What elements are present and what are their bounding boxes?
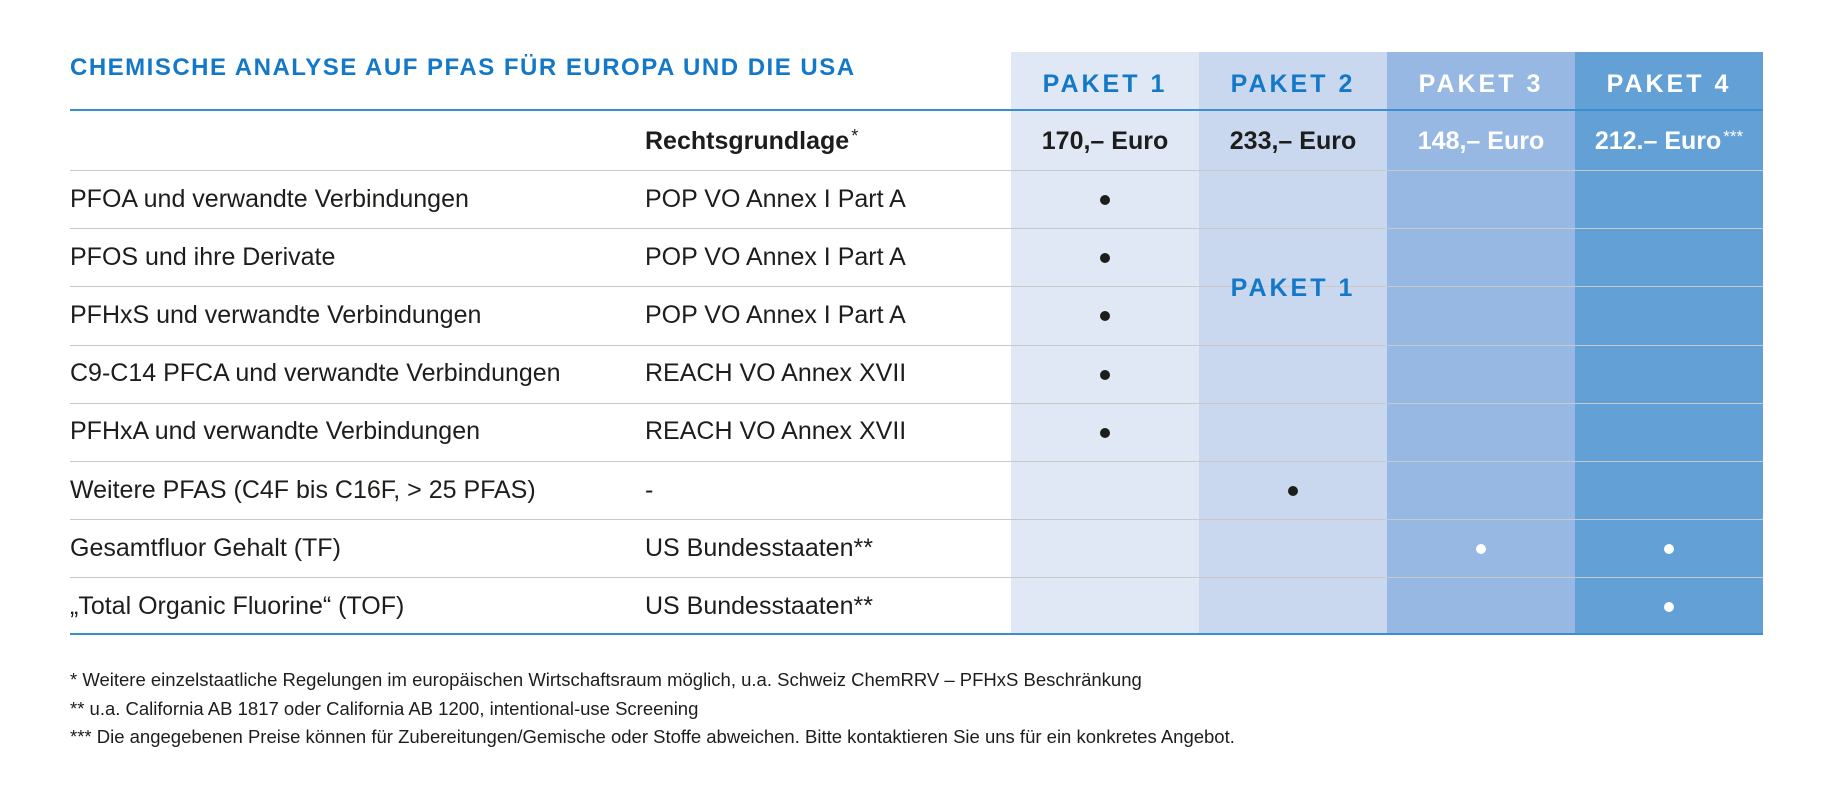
paket2-merged-cell-label: PAKET 1	[1230, 273, 1356, 302]
paket2-included-dot	[1288, 486, 1298, 496]
row-legal-basis: REACH VO Annex XVII	[645, 359, 907, 388]
row-separator	[70, 461, 1763, 462]
paket4-included-dot	[1664, 602, 1674, 613]
table-row: PFHxA und verwandte Verbindungen REACH VO…	[0, 403, 1826, 461]
row-legal-basis: -	[645, 475, 654, 504]
row-legal-basis: POP VO Annex I Part A	[645, 184, 906, 213]
row-separator	[70, 286, 1763, 288]
footnote-3: *** Die angegebenen Preise können für Zu…	[70, 726, 1235, 747]
row-separator	[70, 228, 1763, 230]
row-separator	[70, 519, 1763, 521]
table-row: PFHxS und verwandte Verbindungen POP VO A…	[0, 286, 1826, 344]
row-substance: Weitere PFAS (C4F bis C16F, > 25 PFAS)	[70, 475, 536, 504]
paket3-price-value: 148,– Euro	[1417, 126, 1545, 155]
paket1-column-bg	[1011, 52, 1199, 634]
row-substance: PFOA und verwandte Verbindungen	[70, 184, 469, 213]
row-legal-basis: US Bundesstaaten**	[645, 533, 873, 562]
footnote-2: ** u.a. California AB 1817 oder Californ…	[70, 697, 699, 719]
header-rule	[70, 109, 1763, 111]
paket1-included-dot	[1100, 369, 1110, 380]
paket4-column-bg	[1575, 52, 1763, 634]
row-legal-basis: POP VO Annex I Part A	[645, 242, 906, 271]
paket2-price-value: 233,– Euro	[1229, 126, 1357, 155]
row-substance: PFHxA und verwandte Verbindungen	[70, 417, 480, 446]
row-separator	[70, 577, 1763, 579]
row-separator	[70, 170, 1763, 171]
table-row: C9-C14 PFCA und verwandte Verbindungen RE…	[0, 345, 1826, 403]
row-substance: C9-C14 PFCA und verwandte Verbindungen	[70, 359, 561, 388]
row-substance: PFHxS und verwandte Verbindungen	[70, 300, 482, 329]
row-separator	[70, 402, 1763, 404]
table-row: Weitere PFAS (C4F bis C16F, > 25 PFAS) -	[0, 461, 1826, 519]
table-bottom-rule	[70, 633, 1763, 635]
paket4-header: PAKET 4	[1606, 69, 1732, 98]
footnote-1: * Weitere einzelstaatliche Regelungen im…	[70, 669, 1142, 690]
row-separator	[70, 344, 1763, 346]
page-title: CHEMISCHE ANALYSE AUF PFAS FÜR EUROPA UN…	[70, 54, 856, 81]
paket1-included-dot	[1100, 427, 1110, 438]
table-row: Gesamtfluor Gehalt (TF) US Bundesstaaten*…	[0, 519, 1826, 577]
paket1-included-dot	[1100, 253, 1110, 264]
paket4-price-footnote-mark: ***	[1723, 127, 1744, 146]
paket1-header: PAKET 1	[1042, 69, 1168, 98]
row-substance: „Total Organic Fluorine“ (TOF)	[70, 591, 405, 620]
paket3-header: PAKET 3	[1418, 69, 1544, 98]
table-row: „Total Organic Fluorine“ (TOF) US Bundess…	[0, 577, 1826, 635]
row-substance: Gesamtfluor Gehalt (TF)	[70, 533, 341, 562]
paket1-included-dot	[1100, 195, 1110, 205]
paket3-included-dot	[1476, 544, 1486, 555]
footnotes: * Weitere einzelstaatliche Regelungen im…	[70, 666, 1235, 752]
row-legal-basis: US Bundesstaaten**	[645, 591, 873, 620]
table-row: PFOA und verwandte Verbindungen POP VO An…	[0, 170, 1826, 228]
paket2-header: PAKET 2	[1230, 69, 1356, 98]
paket3-column-bg	[1387, 52, 1575, 634]
table-row: PFOS und ihre Derivate POP VO Annex I Par…	[0, 228, 1826, 286]
legal-basis-footnote-mark: *	[851, 125, 859, 146]
paket1-price-value: 170,– Euro	[1041, 126, 1169, 155]
paket2-column-bg	[1199, 52, 1387, 634]
row-legal-basis: POP VO Annex I Part A	[645, 300, 906, 329]
legal-basis-header: Rechtsgrundlage *	[645, 112, 858, 170]
paket1-included-dot	[1100, 311, 1110, 322]
row-legal-basis: REACH VO Annex XVII	[645, 417, 907, 446]
paket4-price: 212.– Euro ***	[1575, 112, 1763, 170]
paket4-included-dot	[1664, 544, 1674, 555]
paket4-price-value: 212.– Euro	[1594, 126, 1722, 155]
paket1-price: 170,– Euro	[1011, 112, 1199, 170]
legal-basis-label: Rechtsgrundlage	[645, 126, 850, 155]
paket2-price: 233,– Euro	[1199, 112, 1387, 170]
paket3-price: 148,– Euro	[1387, 112, 1575, 170]
row-substance: PFOS und ihre Derivate	[70, 242, 336, 271]
